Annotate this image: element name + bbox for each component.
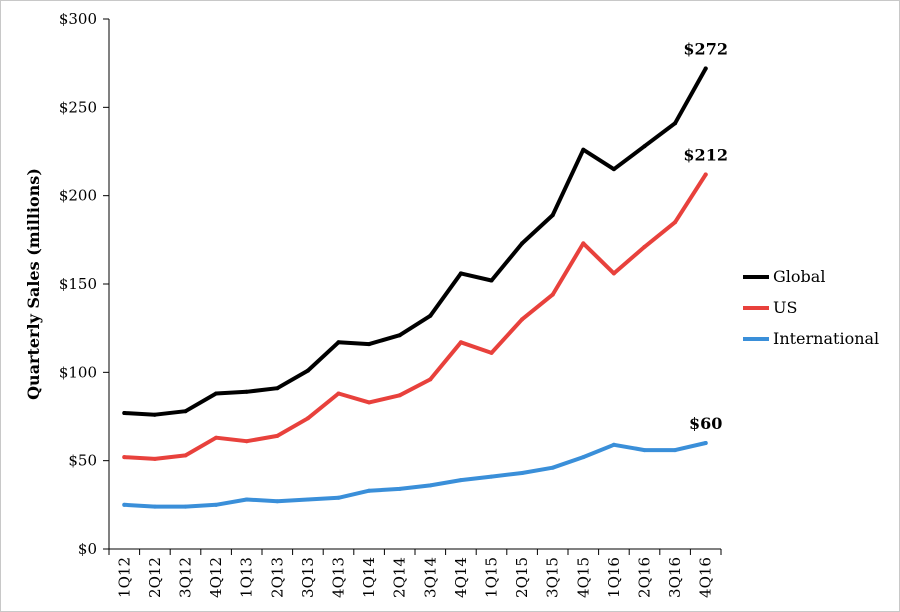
data-point-international	[642, 448, 647, 453]
data-point-international	[244, 497, 249, 502]
y-tick-label: $50	[68, 452, 97, 470]
data-point-international	[305, 497, 310, 502]
data-point-us	[122, 455, 127, 460]
data-label: $60	[689, 414, 722, 433]
data-point-us	[275, 433, 280, 438]
data-point-international	[183, 504, 188, 509]
data-point-us	[673, 220, 678, 225]
data-point-international	[275, 499, 280, 504]
x-tick-label: 3Q12	[177, 557, 195, 598]
y-tick-label: $300	[59, 10, 97, 28]
data-point-us	[458, 340, 463, 345]
data-label: $212	[683, 145, 728, 164]
series-line-us	[122, 172, 708, 461]
data-point-international	[520, 471, 525, 476]
x-tick-label: 4Q13	[330, 557, 348, 598]
data-point-us	[428, 377, 433, 382]
data-point-global	[428, 313, 433, 318]
data-point-global	[489, 278, 494, 283]
x-tick-label: 4Q12	[207, 557, 225, 598]
x-tick-label: 3Q15	[544, 557, 562, 598]
y-tick-label: $100	[59, 363, 97, 381]
data-point-global	[367, 342, 372, 347]
series-line-international	[122, 441, 708, 509]
data-point-global	[397, 333, 402, 338]
data-point-international	[152, 504, 157, 509]
data-point-us	[550, 292, 555, 297]
legend-label-us: US	[773, 298, 797, 317]
x-tick-label: 3Q13	[299, 557, 317, 598]
data-point-us	[642, 244, 647, 249]
data-point-global	[336, 340, 341, 345]
data-point-global	[642, 144, 647, 149]
x-tick-label: 3Q16	[666, 557, 684, 598]
series-line-global	[122, 66, 708, 417]
data-point-us	[152, 456, 157, 461]
x-tick-label: 1Q12	[115, 557, 133, 598]
data-point-international	[428, 483, 433, 488]
data-point-international	[611, 442, 616, 447]
data-point-us	[611, 271, 616, 276]
x-tick-label: 4Q14	[452, 557, 470, 598]
data-point-global	[244, 389, 249, 394]
data-point-us	[489, 350, 494, 355]
x-tick-label: 2Q12	[146, 557, 164, 598]
data-point-global	[122, 410, 127, 415]
data-point-global	[214, 391, 219, 396]
data-point-global	[520, 241, 525, 246]
data-point-global	[152, 412, 157, 417]
data-point-global	[703, 66, 708, 71]
data-point-international	[367, 488, 372, 493]
x-tick-label: 1Q14	[360, 557, 378, 598]
y-tick-label: $250	[59, 98, 97, 116]
x-tick-label: 4Q16	[697, 557, 715, 598]
x-tick-label: 1Q15	[483, 557, 501, 598]
x-tick-label: 1Q13	[238, 557, 256, 598]
data-point-us	[244, 439, 249, 444]
data-point-us	[336, 391, 341, 396]
data-point-global	[581, 147, 586, 152]
data-label: $272	[683, 39, 728, 58]
y-tick-label: $150	[59, 275, 97, 293]
data-point-international	[122, 502, 127, 507]
data-point-international	[703, 441, 708, 445]
data-point-international	[458, 478, 463, 483]
data-point-global	[275, 386, 280, 391]
data-point-us	[214, 435, 219, 440]
data-point-us	[581, 241, 586, 246]
data-point-global	[550, 213, 555, 218]
y-tick-label: $0	[78, 540, 97, 558]
data-point-us	[305, 416, 310, 421]
legend-label-global: Global	[773, 267, 825, 286]
data-point-us	[520, 317, 525, 322]
x-tick-label: 2Q13	[268, 557, 286, 598]
data-point-international	[489, 474, 494, 479]
legend-label-international: International	[773, 329, 879, 348]
data-point-us	[183, 453, 188, 458]
x-tick-label: 4Q15	[574, 557, 592, 598]
x-tick-label: 2Q14	[391, 557, 409, 598]
data-point-us	[397, 393, 402, 398]
data-point-international	[214, 502, 219, 507]
x-tick-label: 2Q16	[636, 557, 654, 598]
x-tick-label: 2Q15	[513, 557, 531, 598]
data-point-global	[305, 368, 310, 373]
data-point-international	[673, 448, 678, 453]
data-point-global	[183, 409, 188, 414]
data-point-international	[581, 455, 586, 460]
data-point-international	[397, 486, 402, 491]
data-point-us	[367, 400, 372, 405]
data-point-global	[458, 271, 463, 276]
y-axis-title: Quarterly Sales (millions)	[24, 168, 43, 400]
data-point-us	[703, 172, 708, 177]
x-tick-label: 3Q14	[421, 557, 439, 598]
data-point-international	[550, 465, 555, 470]
x-tick-label: 1Q16	[605, 557, 623, 598]
data-point-global	[611, 167, 616, 172]
data-point-international	[336, 495, 341, 500]
y-tick-label: $200	[59, 187, 97, 205]
data-point-global	[673, 121, 678, 126]
